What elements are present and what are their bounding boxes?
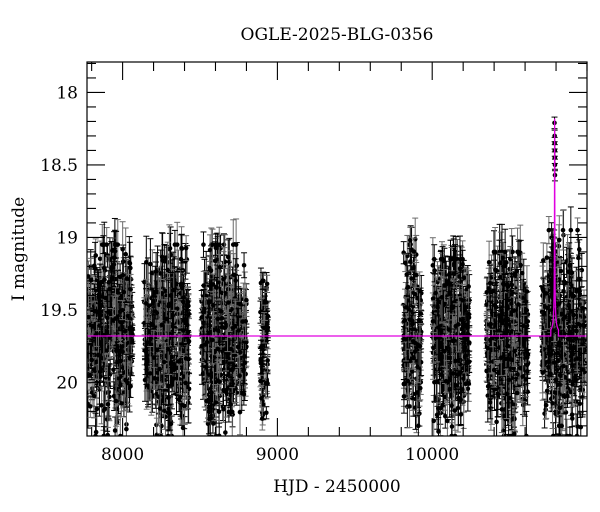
y-tick-label: 19.5 [40, 301, 78, 321]
axis-ticks [87, 62, 588, 436]
y-tick-labels: 18 18.5 19 19.5 20 [40, 83, 78, 393]
data-points [87, 116, 587, 436]
y-tick-label: 20 [56, 373, 78, 393]
x-tick-label: 8000 [101, 445, 144, 465]
y-tick-label: 18 [56, 83, 78, 103]
y-tick-label: 18.5 [40, 156, 78, 176]
x-tick-labels: 8000 9000 10000 [101, 445, 459, 465]
x-axis-label: HJD - 2450000 [273, 477, 401, 497]
model-curve [87, 118, 587, 337]
x-tick-label: 10000 [405, 445, 459, 465]
y-tick-label: 19 [56, 228, 78, 248]
x-tick-label: 9000 [256, 445, 299, 465]
y-axis-label: I magnitude [9, 197, 29, 301]
plot-frame [86, 61, 588, 437]
chart-title: OGLE-2025-BLG-0356 [241, 25, 434, 45]
